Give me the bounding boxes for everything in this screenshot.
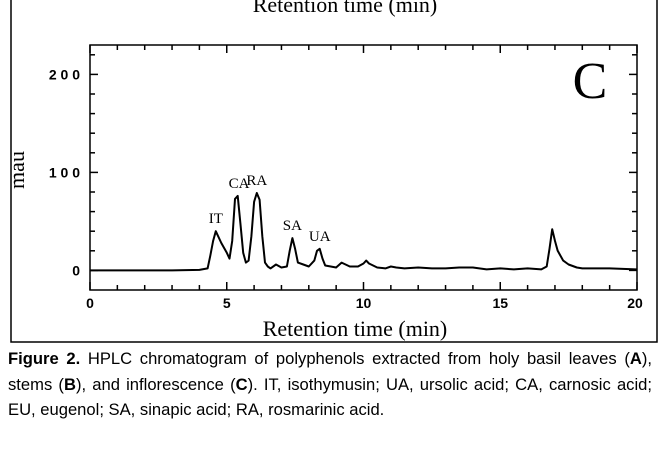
x-axis-ticks	[89, 45, 638, 290]
figure-frame	[10, 0, 658, 343]
caption-text-3: ), and inflorescence (	[75, 374, 236, 394]
x-tick-label: 20	[627, 295, 643, 311]
x-tick-label: 5	[223, 295, 231, 311]
y-tick-label: 0	[72, 262, 80, 278]
x-axis-tick-labels: 0 5 10 15 20	[86, 295, 643, 311]
caption-ref-b: B	[63, 374, 76, 394]
plot-area-frame	[89, 44, 638, 291]
y-axis-tick-labels: 0 1 0 0 2 0 0	[49, 66, 80, 278]
previous-panel-axis-label: Retention time (min)	[253, 0, 438, 17]
x-tick-label: 15	[492, 295, 508, 311]
x-tick-label: 10	[356, 295, 372, 311]
caption-text-4: ). IT, isothymusin; UA, ursolic acid; CA…	[8, 374, 652, 420]
figure-number: Figure 2.	[8, 349, 81, 368]
y-axis-label: mau	[4, 151, 29, 189]
caption-ref-c: C	[235, 374, 248, 394]
caption-ref-a: A	[629, 349, 642, 368]
caption-text-2: ), stems (	[8, 349, 652, 394]
caption-text-1: HPLC chromatogram of polyphenols extract…	[80, 349, 630, 368]
x-tick-label: 0	[86, 295, 94, 311]
peak-label-ra: RA	[246, 173, 267, 189]
panel-letter: C	[573, 53, 608, 110]
y-tick-label: 2 0 0	[49, 66, 80, 82]
figure-caption: Figure 2. HPLC chromatogram of polypheno…	[8, 346, 652, 423]
y-tick-label: 1 0 0	[49, 164, 80, 180]
y-axis-ticks	[90, 54, 637, 272]
peak-label-it: IT	[209, 211, 223, 227]
peak-label-ua: UA	[309, 229, 331, 245]
peak-label-sa: SA	[283, 218, 302, 234]
chromatogram-trace	[90, 192, 638, 272]
peak-label-ca: CA	[229, 176, 250, 192]
x-axis-label: Retention time (min)	[263, 316, 448, 341]
